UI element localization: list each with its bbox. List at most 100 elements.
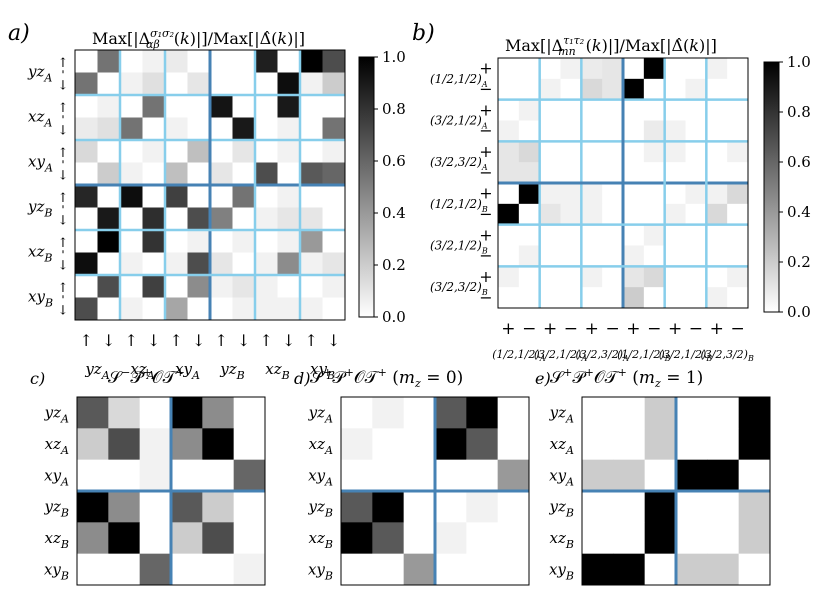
panel-b-cell-r9-c3 [560, 245, 582, 267]
panel-e-cell-r2-c0 [582, 459, 614, 492]
panel-b-cell-r9-c11 [727, 245, 749, 267]
panel-d-cell-r5-c2 [403, 553, 436, 586]
panel-b-cell-r11-c5 [602, 287, 624, 309]
panel-d-row-label-1: xzA [309, 435, 333, 457]
panel-b-cell-r8-c9 [685, 224, 707, 246]
panel-a-cell-r7-c9 [277, 207, 301, 231]
panel-b-cell-r8-c4 [581, 224, 603, 246]
panel-b-cell-r7-c1 [518, 203, 540, 225]
panel-b-cell-r8-c10 [706, 224, 728, 246]
panel-e-cell-r0-c2 [644, 397, 677, 429]
panel-c-cell-r2-c5 [233, 459, 266, 492]
panel-a-cell-r11-c7 [232, 297, 256, 321]
panel-c-cell-r3-c4 [202, 491, 234, 523]
panel-d-cell-r1-c2 [403, 428, 436, 460]
panel-a-cell-r4-c1 [97, 140, 121, 163]
panel-c-cell-r1-c2 [139, 428, 172, 460]
panel-a-col-label-1: xzA [130, 360, 154, 382]
panel-b-cell-r7-c9 [685, 203, 707, 225]
panel-a-cell-r10-c11 [322, 275, 346, 298]
panel-b-col-sign-0: + [501, 319, 515, 339]
panel-e-cell-r5-c0 [582, 553, 614, 586]
panel-e-row-label-5: xyB [549, 560, 574, 582]
panel-a-cell-r5-c9 [277, 162, 301, 186]
panel-b-cell-r3-c4 [581, 120, 603, 142]
panel-a-cell-r1-c7 [232, 72, 256, 96]
panel-a-col-spin-10: ↑ [305, 331, 318, 350]
panel-b-cell-r10-c2 [539, 266, 561, 288]
panel-a-cell-r5-c5 [187, 162, 211, 186]
panel-b-cell-r10-c0 [498, 266, 520, 288]
panel-b-cell-r7-c11 [727, 203, 749, 225]
panel-c-cell-r4-c4 [202, 522, 234, 554]
panel-e-cell-r0-c3 [676, 397, 708, 429]
panel-b-cell-r4-c1 [518, 141, 540, 163]
panel-e-cell-r2-c1 [613, 459, 645, 492]
panel-b-colorbar-bar [763, 61, 780, 313]
panel-a-cell-r11-c11 [322, 297, 346, 321]
panel-a-cell-r6-c0 [75, 185, 98, 208]
panel-a-cell-r8-c8 [255, 230, 278, 253]
panel-a-heatmap [74, 49, 346, 321]
panel-e-cell-r4-c3 [676, 522, 708, 554]
panel-a-cell-r5-c0 [75, 162, 98, 186]
panel-b-cell-r1-c0 [498, 78, 520, 100]
panel-b-cell-r10-c4 [581, 266, 603, 288]
panel-e-heatmap: yzAxzAxyAyzBxzBxyByzAxzAxyAyzBxzBxyB [549, 396, 771, 586]
panel-c-cell-r3-c1 [108, 491, 140, 523]
panel-e-cell-r1-c0 [582, 428, 614, 460]
panel-b-col-sign-1: − [522, 319, 536, 339]
panel-d-cell-r5-c5 [497, 553, 530, 586]
panel-c-row-label-2: xyA [44, 466, 69, 488]
panel-e-cell-r3-c1 [613, 491, 645, 523]
panel-a-row-spin-up-3: ↑ [58, 191, 69, 206]
panel-d-cell-r4-c1 [372, 522, 404, 554]
panel-b-cell-r7-c5 [602, 203, 624, 225]
panel-b-cell-r9-c5 [602, 245, 624, 267]
panel-a-cell-r0-c11 [322, 50, 346, 73]
panel-b-colorbar-tick-label-3: 0.6 [787, 153, 811, 171]
panel-b-row-sign-minus-4: − [479, 246, 492, 265]
panel-b-cell-r11-c2 [539, 287, 561, 309]
panel-d-cell-r1-c5 [497, 428, 530, 460]
panel-b-col-label-3: (1/2,1/2)B [617, 348, 671, 363]
panel-a-cell-r0-c2 [120, 50, 143, 73]
panel-b-col-label-1: (3/2,1/2)A [534, 348, 588, 363]
panel-a-cell-r3-c10 [300, 117, 323, 141]
panel-a-cell-r8-c2 [120, 230, 143, 253]
panel-a-cell-r4-c8 [255, 140, 278, 163]
panel-d-cell-r1-c4 [466, 428, 498, 460]
panel-b-col-label-2: (3/2,3/2)A [576, 348, 630, 363]
panel-a-row-spin-down-2: ↓ [58, 168, 69, 183]
panel-d-cell-r4-c5 [497, 522, 530, 554]
panel-a-col-spin-11: ↓ [327, 331, 340, 350]
panel-e-cell-r3-c5 [738, 491, 771, 523]
panel-e-cell-r1-c4 [707, 428, 739, 460]
panel-b-cell-r11-c1 [518, 287, 540, 309]
panel-c-cell-r2-c0 [77, 459, 109, 492]
panel-b-cell-r9-c10 [706, 245, 728, 267]
panel-e-row-label-1: xzA [550, 435, 574, 457]
panel-b-cell-r4-c4 [581, 141, 603, 163]
panel-c-cell-r5-c1 [108, 553, 140, 586]
panel-a-cell-r8-c10 [300, 230, 323, 253]
panel-a-cell-r2-c2 [120, 95, 143, 118]
panel-b-col-sign-9: − [689, 319, 703, 339]
panel-a-cell-r11-c4 [165, 297, 188, 321]
panel-a-cell-r9-c4 [165, 252, 188, 276]
panel-e-cell-r4-c0 [582, 522, 614, 554]
panel-d-cell-r3-c2 [403, 491, 436, 523]
panel-c-cell-r0-c0 [77, 397, 109, 429]
panel-a-cell-r6-c6 [210, 185, 233, 208]
panel-b-cell-r4-c8 [664, 141, 686, 163]
panel-b-colorbar-tick-label-2: 0.4 [787, 203, 811, 221]
panel-e-cell-r3-c2 [644, 491, 677, 523]
panel-b-cell-r10-c7 [643, 266, 665, 288]
panel-c-cell-r0-c5 [233, 397, 266, 429]
panel-c-row-label-0: yzA [44, 404, 69, 426]
panel-b-cell-r6-c10 [706, 183, 728, 205]
panel-a-cell-r1-c5 [187, 72, 211, 96]
panel-e-cell-r3-c0 [582, 491, 614, 523]
panel-b-col-sign-8: + [668, 319, 682, 339]
